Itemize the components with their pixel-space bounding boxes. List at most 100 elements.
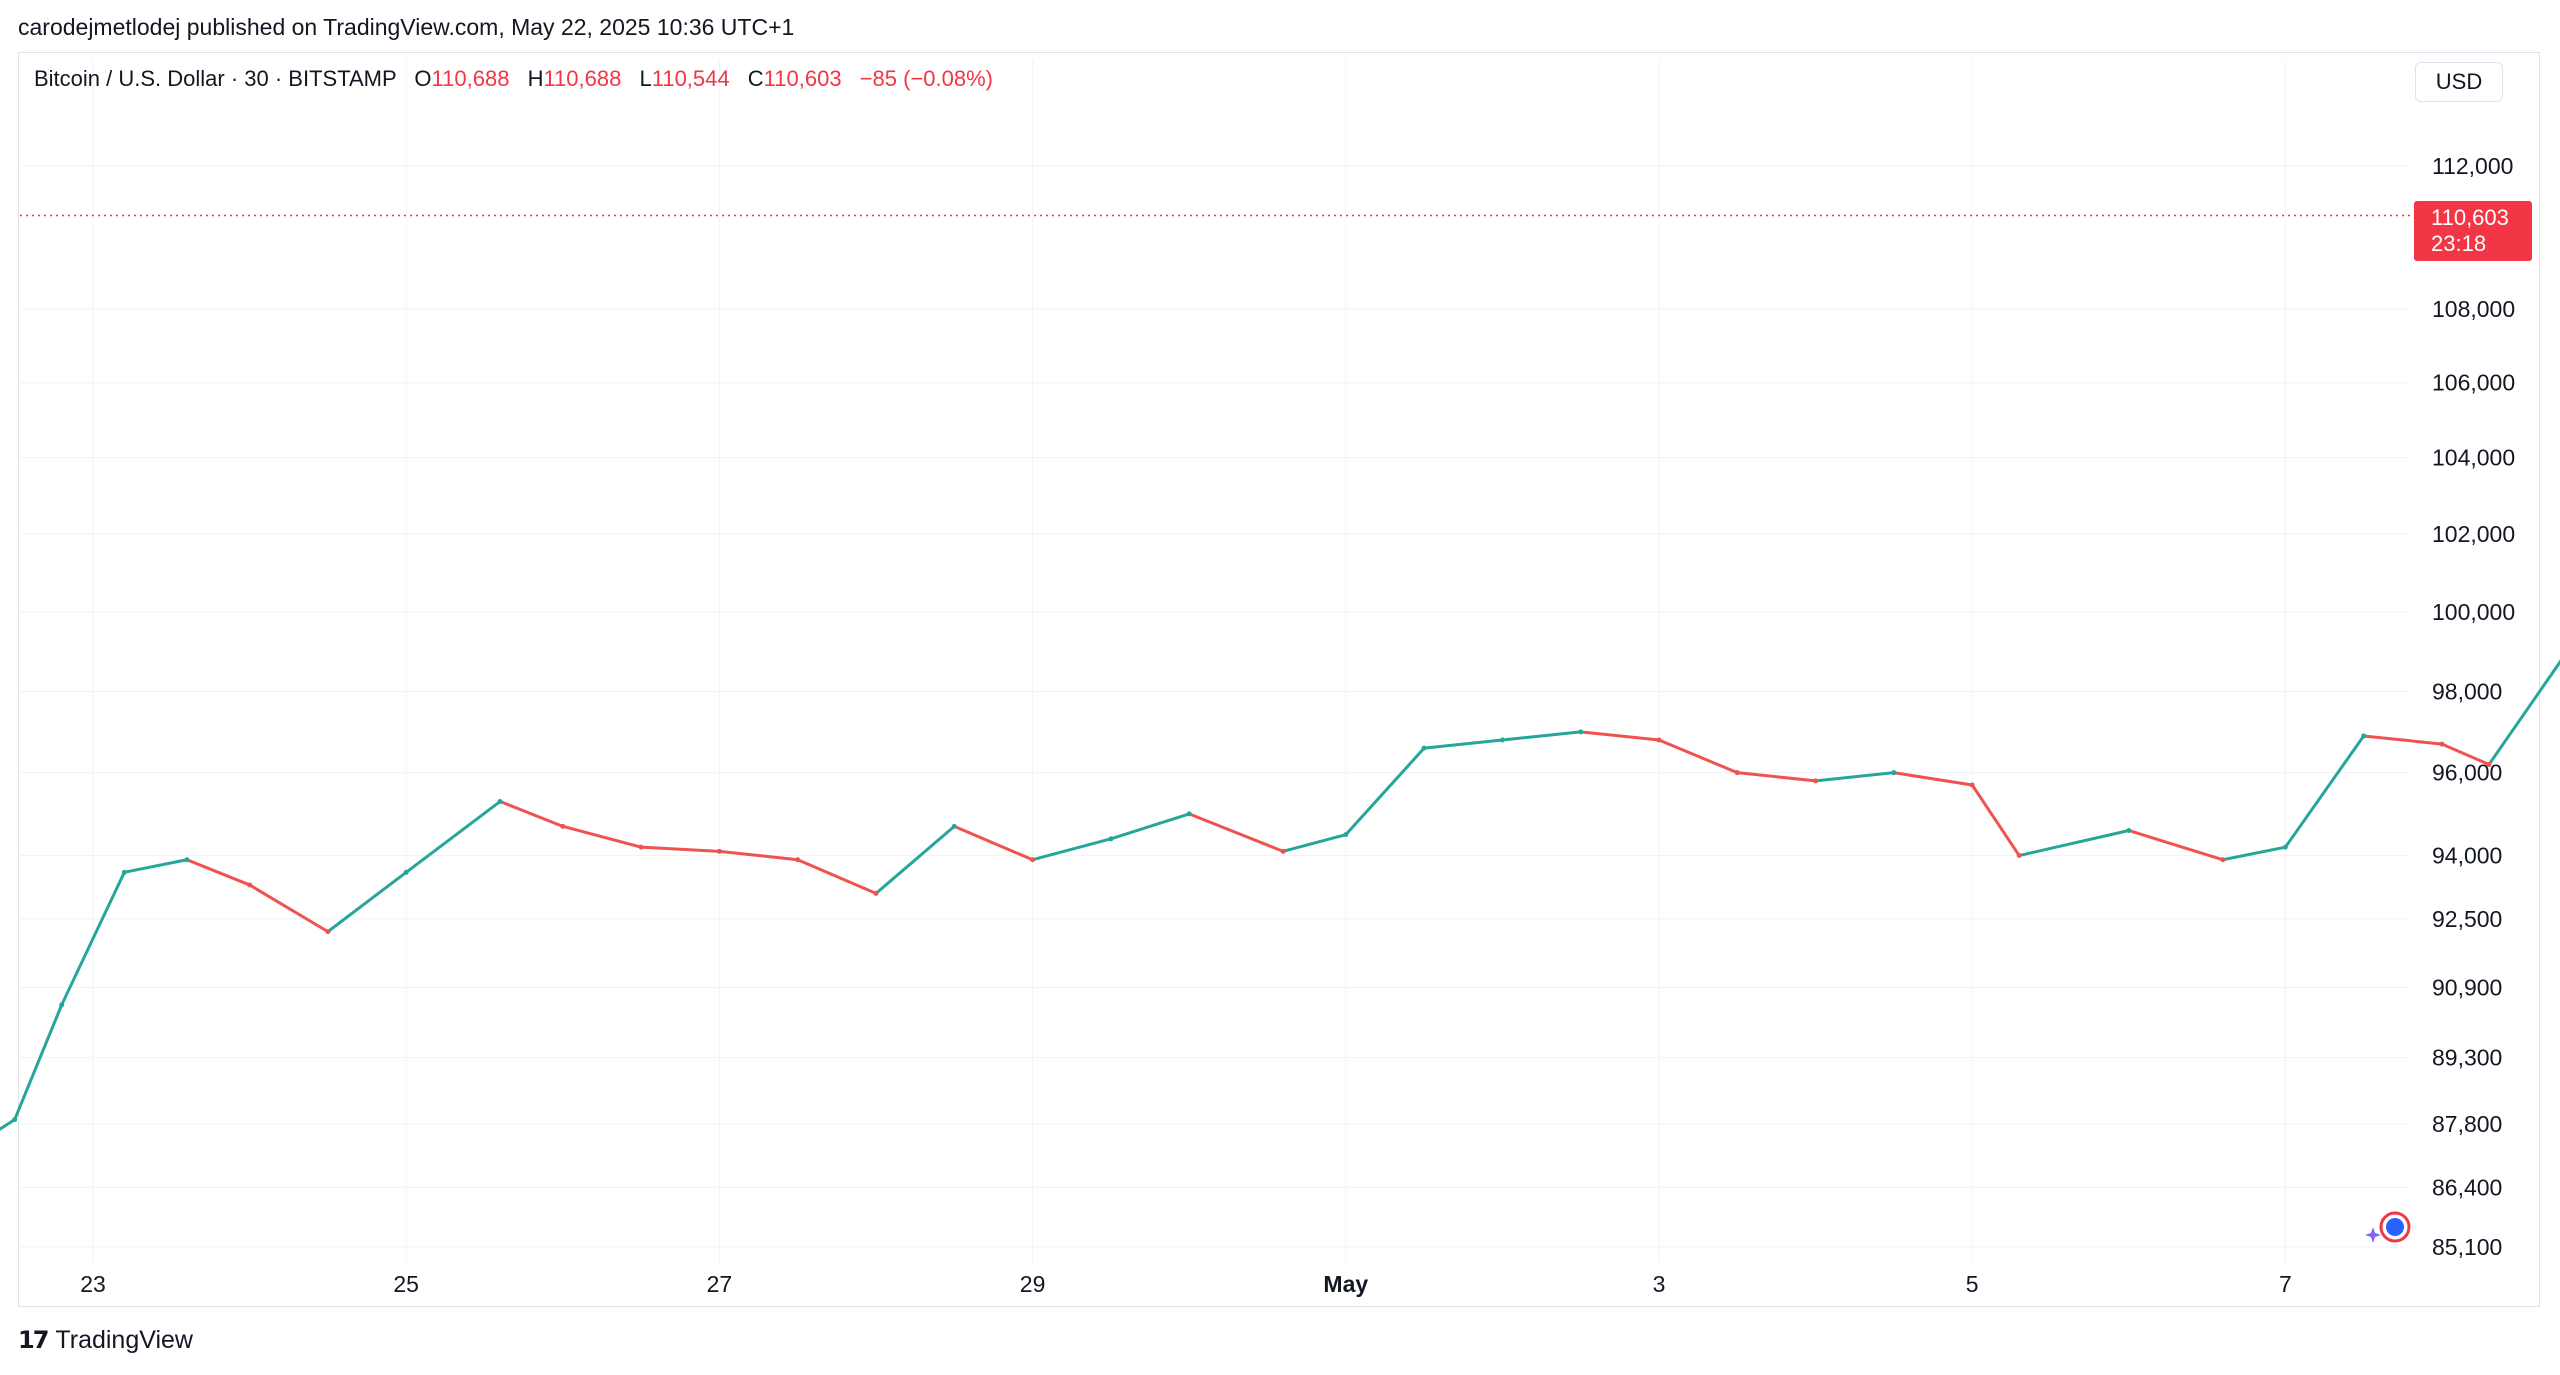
open-label: O	[414, 66, 432, 91]
price-point	[1186, 811, 1192, 817]
price-point	[2486, 761, 2492, 767]
price-segment-down	[1187, 812, 1285, 853]
price-point	[403, 869, 409, 875]
price-point	[497, 798, 503, 804]
price-point	[121, 869, 127, 875]
price-segment-down	[498, 799, 565, 828]
price-segment-up	[1500, 730, 1583, 742]
x-tick-label: 25	[393, 1271, 419, 1297]
price-segment-down	[1657, 738, 1739, 775]
price-segment-up	[2487, 659, 2560, 766]
x-tick-label: 7	[2279, 1271, 2292, 1297]
price-segment-up	[1031, 837, 1113, 862]
symbol-legend: Bitcoin / U.S. Dollar · 30 · BITSTAMP O 1…	[34, 66, 993, 92]
price-segment-down	[2440, 742, 2491, 766]
price-point	[873, 890, 879, 896]
price-point	[716, 848, 722, 854]
price-segment-up	[874, 824, 956, 895]
last-price-value: 110,603	[2431, 204, 2509, 230]
y-tick-label: 94,000	[2432, 843, 2502, 869]
x-tick-label: 5	[1966, 1271, 1979, 1297]
x-tick-label: 23	[80, 1271, 106, 1297]
price-segment-down	[717, 849, 800, 862]
price-point	[184, 857, 190, 863]
price-segment-up	[2283, 734, 2366, 849]
price-segment-down	[952, 824, 1035, 862]
price-point	[795, 857, 801, 863]
y-tick-label: 104,000	[2432, 445, 2515, 471]
y-tick-label: 96,000	[2432, 760, 2502, 786]
close-value: 110,603	[763, 66, 842, 91]
y-tick-label: 106,000	[2432, 370, 2515, 396]
price-segment-up	[1281, 833, 1348, 853]
tradingview-branding[interactable]: 𝟭𝟳 TradingView	[18, 1326, 193, 1355]
price-segment-down	[2127, 828, 2225, 862]
price-point	[1734, 770, 1740, 776]
price-point	[1280, 848, 1286, 854]
price-point	[1343, 832, 1349, 838]
price-segment-up	[1109, 812, 1191, 841]
y-tick-label: 102,000	[2432, 521, 2515, 547]
price-point	[325, 929, 331, 935]
price-segment-up	[122, 858, 189, 874]
price-point	[1969, 782, 1975, 788]
price-point	[1813, 778, 1819, 784]
price-segment-up	[404, 799, 502, 874]
price-segment-down	[185, 858, 252, 887]
y-tick-label: 108,000	[2432, 296, 2515, 322]
price-point	[1421, 745, 1427, 751]
price-point	[1030, 857, 1036, 863]
axes: 112,000 108,000 106,000 104,000 102,000 100,0…	[80, 153, 2515, 1297]
price-segment-down	[2362, 734, 2444, 746]
price-segment-up	[2221, 845, 2287, 862]
price-point	[638, 844, 644, 850]
price-segment-up	[60, 870, 126, 1007]
change-value: −85 (−0.08%)	[859, 66, 993, 91]
price-point	[951, 823, 957, 829]
price-segment-down	[639, 845, 721, 853]
y-tick-label: 90,900	[2432, 975, 2502, 1001]
price-segment-down	[561, 824, 643, 849]
last-price-tag: 110,603 23:18	[2414, 200, 2532, 261]
low-value: 110,544	[651, 66, 730, 91]
y-tick-label: 100,000	[2432, 599, 2515, 625]
bar-countdown: 23:18	[2431, 230, 2487, 256]
price-segment-up	[13, 1003, 64, 1122]
price-segment-up	[1422, 738, 1504, 750]
price-point	[59, 1002, 65, 1008]
brand-name: TradingView	[55, 1326, 193, 1354]
x-tick-label: 27	[707, 1271, 733, 1297]
price-point	[12, 1117, 18, 1123]
x-tick-label: 29	[1020, 1271, 1046, 1297]
price-point	[1578, 729, 1584, 735]
price-segment-down	[1892, 771, 1974, 787]
y-tick-label: 92,500	[2432, 906, 2502, 932]
high-label: H	[527, 66, 544, 91]
x-tick-label: May	[1323, 1271, 1368, 1297]
y-tick-label: 98,000	[2432, 679, 2502, 705]
currency-button[interactable]: USD	[2415, 62, 2503, 102]
symbol-name: Bitcoin / U.S. Dollar · 30 · BITSTAMP	[34, 66, 397, 91]
price-segment-up	[1814, 771, 1896, 783]
price-point	[2016, 853, 2022, 859]
price-point	[1656, 737, 1662, 743]
price-point	[2361, 733, 2367, 739]
y-tick-label: 85,100	[2432, 1234, 2502, 1260]
price-point	[560, 823, 566, 829]
price-point	[1108, 836, 1114, 842]
price-series	[0, 659, 2560, 1131]
x-tick-label: 3	[1653, 1271, 1666, 1297]
price-segment-up	[2017, 828, 2131, 858]
price-segment-down	[796, 858, 878, 895]
price-point	[2439, 741, 2445, 747]
price-point	[1891, 770, 1897, 776]
price-segment-down	[1579, 730, 1661, 742]
close-label: C	[747, 66, 764, 91]
price-point	[247, 882, 253, 888]
published-caption: carodejmetlodej published on TradingView…	[18, 14, 795, 40]
price-segment-up	[0, 1118, 17, 1131]
y-tick-label: 87,800	[2432, 1111, 2502, 1137]
sparkle-icon[interactable]	[2363, 1205, 2411, 1249]
y-tick-label: 86,400	[2432, 1174, 2502, 1200]
